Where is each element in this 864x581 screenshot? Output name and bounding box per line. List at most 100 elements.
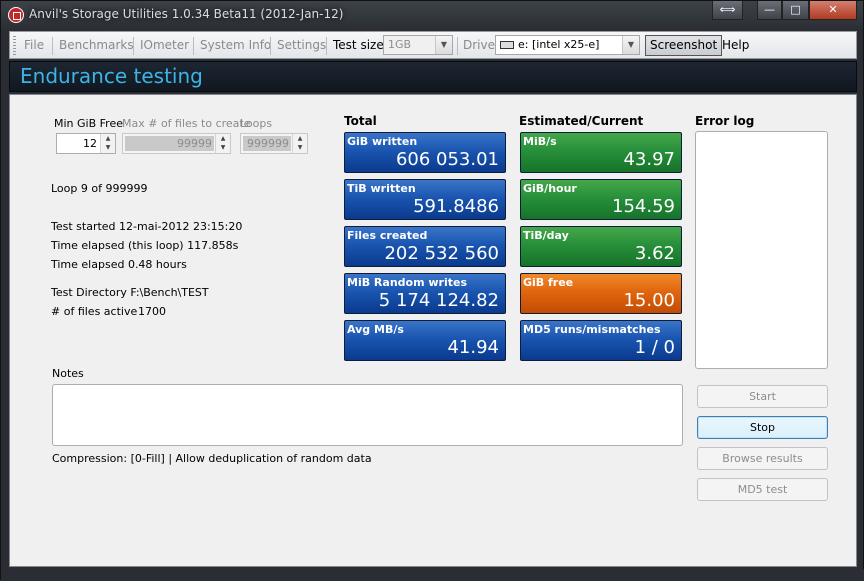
tile-value: 1 / 0 [634,337,675,358]
app-logo-icon[interactable] [8,7,24,23]
tile-label: GiB free [523,276,574,289]
down-arrow-icon[interactable]: ▼ [297,144,303,151]
up-arrow-icon[interactable]: ▲ [220,135,226,142]
estimated-heading: Estimated/Current [519,114,644,128]
tile-gib-written: GiB written 606 053.01 [344,132,506,173]
drive-label: Drive [463,38,495,52]
menu-settings[interactable]: Settings [277,38,327,52]
drive-select[interactable]: e: [intel x25-e] ▼ [495,35,640,55]
menu-benchmarks[interactable]: Benchmarks [59,38,134,52]
test-size-select[interactable]: 1GB ▼ [383,35,453,55]
tile-mibs: MiB/s 43.97 [520,132,682,173]
tile-mib-random-writes: MiB Random writes 5 174 124.82 [344,273,506,314]
tile-label: Files created [347,229,428,242]
chevron-down-icon: ▼ [435,36,452,54]
stepper-buttons[interactable]: ▲ ▼ [215,134,230,153]
tile-value: 202 532 560 [384,243,499,264]
max-files-value: 99999 [177,137,212,150]
tile-label: MiB Random writes [347,276,468,289]
separator [326,37,327,55]
tile-label: MD5 runs/mismatches [523,323,661,336]
md5-test-button[interactable]: MD5 test [697,478,828,501]
loop-status: Loop 9 of 999999 [51,182,148,195]
tile-label: MiB/s [523,135,557,148]
loops-stepper[interactable]: 999999 ▲ ▼ [240,133,308,154]
screenshot-button[interactable]: Screenshot [645,35,723,56]
page-title: Endurance testing [20,64,203,88]
close-button[interactable]: ✕ [809,1,857,20]
tile-tib-written: TiB written 591.8486 [344,179,506,220]
maximize-button[interactable]: □ [782,1,809,20]
up-arrow-icon[interactable]: ▲ [297,135,303,142]
stop-button[interactable]: Stop [697,416,828,439]
tile-label: GiB/hour [523,182,577,195]
menu-system-info[interactable]: System Info [200,38,272,52]
separator [133,37,134,55]
loops-label: Loops [240,117,273,130]
tile-gib-hour: GiB/hour 154.59 [520,179,682,220]
menu-iometer[interactable]: IOmeter [140,38,190,52]
test-directory: Test Directory F:\Bench\TEST [51,286,209,299]
test-started: Test started 12-mai-2012 23:15:20 [51,220,243,233]
tile-value: 15.00 [623,290,675,311]
down-arrow-icon[interactable]: ▼ [220,144,226,151]
files-active-value: 1700 [138,305,166,318]
separator [193,37,194,55]
down-arrow-icon[interactable]: ▼ [105,144,111,151]
tile-gib-free: GiB free 15.00 [520,273,682,314]
separator [457,37,458,55]
menu-bar: File Benchmarks IOmeter System Info Sett… [9,31,857,59]
endurance-panel: Min GiB Free 12 ▲ ▼ Max # of files to cre… [9,94,857,567]
max-files-stepper[interactable]: 99999 ▲ ▼ [122,133,231,154]
compression-info: Compression: [0-Fill] | Allow deduplicat… [52,452,372,465]
time-elapsed-loop: Time elapsed (this loop) 117.858s [51,239,239,252]
drive-value: e: [intel x25-e] [518,38,600,51]
window-bottom-border [1,569,864,581]
separator [52,37,53,55]
tile-value: 41.94 [447,337,499,358]
tile-value: 591.8486 [413,196,499,217]
tile-value: 154.59 [612,196,675,217]
stepper-buttons[interactable]: ▲ ▼ [100,134,115,153]
tile-label: TiB/day [523,229,569,242]
up-arrow-icon[interactable]: ▲ [105,135,111,142]
separator [270,37,271,55]
time-elapsed: Time elapsed 0.48 hours [51,258,187,271]
min-gib-free-label: Min GiB Free [54,117,123,130]
notes-label: Notes [52,367,84,380]
min-gib-free-stepper[interactable]: 12 ▲ ▼ [56,133,116,154]
tile-value: 3.62 [634,243,675,264]
title-bar[interactable]: Anvil's Storage Utilities 1.0.34 Beta11 … [1,1,864,31]
field-fill [243,136,291,151]
start-button[interactable]: Start [697,385,828,408]
test-size-value: 1GB [388,38,412,51]
menu-help[interactable]: Help [722,38,750,52]
files-active-label: # of files active [51,305,138,318]
tile-files-created: Files created 202 532 560 [344,226,506,267]
page-header: Endurance testing [9,61,857,92]
error-log-heading: Error log [695,114,755,128]
tile-label: Avg MB/s [347,323,404,336]
browse-results-button[interactable]: Browse results [697,447,828,470]
tile-tib-day: TiB/day 3.62 [520,226,682,267]
tile-label: TiB written [347,182,416,195]
loops-value: 999999 [247,137,289,150]
menu-file[interactable]: File [24,38,45,52]
max-files-label: Max # of files to create [122,117,251,130]
stepper-buttons[interactable]: ▲ ▼ [292,134,307,153]
min-gib-free-value: 12 [83,137,97,150]
tile-label: GiB written [347,135,418,148]
total-heading: Total [344,114,377,128]
notes-field[interactable] [52,384,683,446]
toolbar-grip-icon[interactable] [13,36,16,56]
tile-value: 5 174 124.82 [378,290,499,311]
chevron-down-icon: ▼ [622,36,639,54]
tile-value: 606 053.01 [395,149,499,170]
window-title: Anvil's Storage Utilities 1.0.34 Beta11 … [29,7,344,21]
minimize-button[interactable]: — [757,1,782,20]
tile-avg-mbs: Avg MB/s 41.94 [344,320,506,361]
restore-toolbar-button[interactable]: ⟺ [712,1,743,20]
error-log-box[interactable] [695,131,828,369]
tile-md5-runs: MD5 runs/mismatches 1 / 0 [520,320,682,361]
